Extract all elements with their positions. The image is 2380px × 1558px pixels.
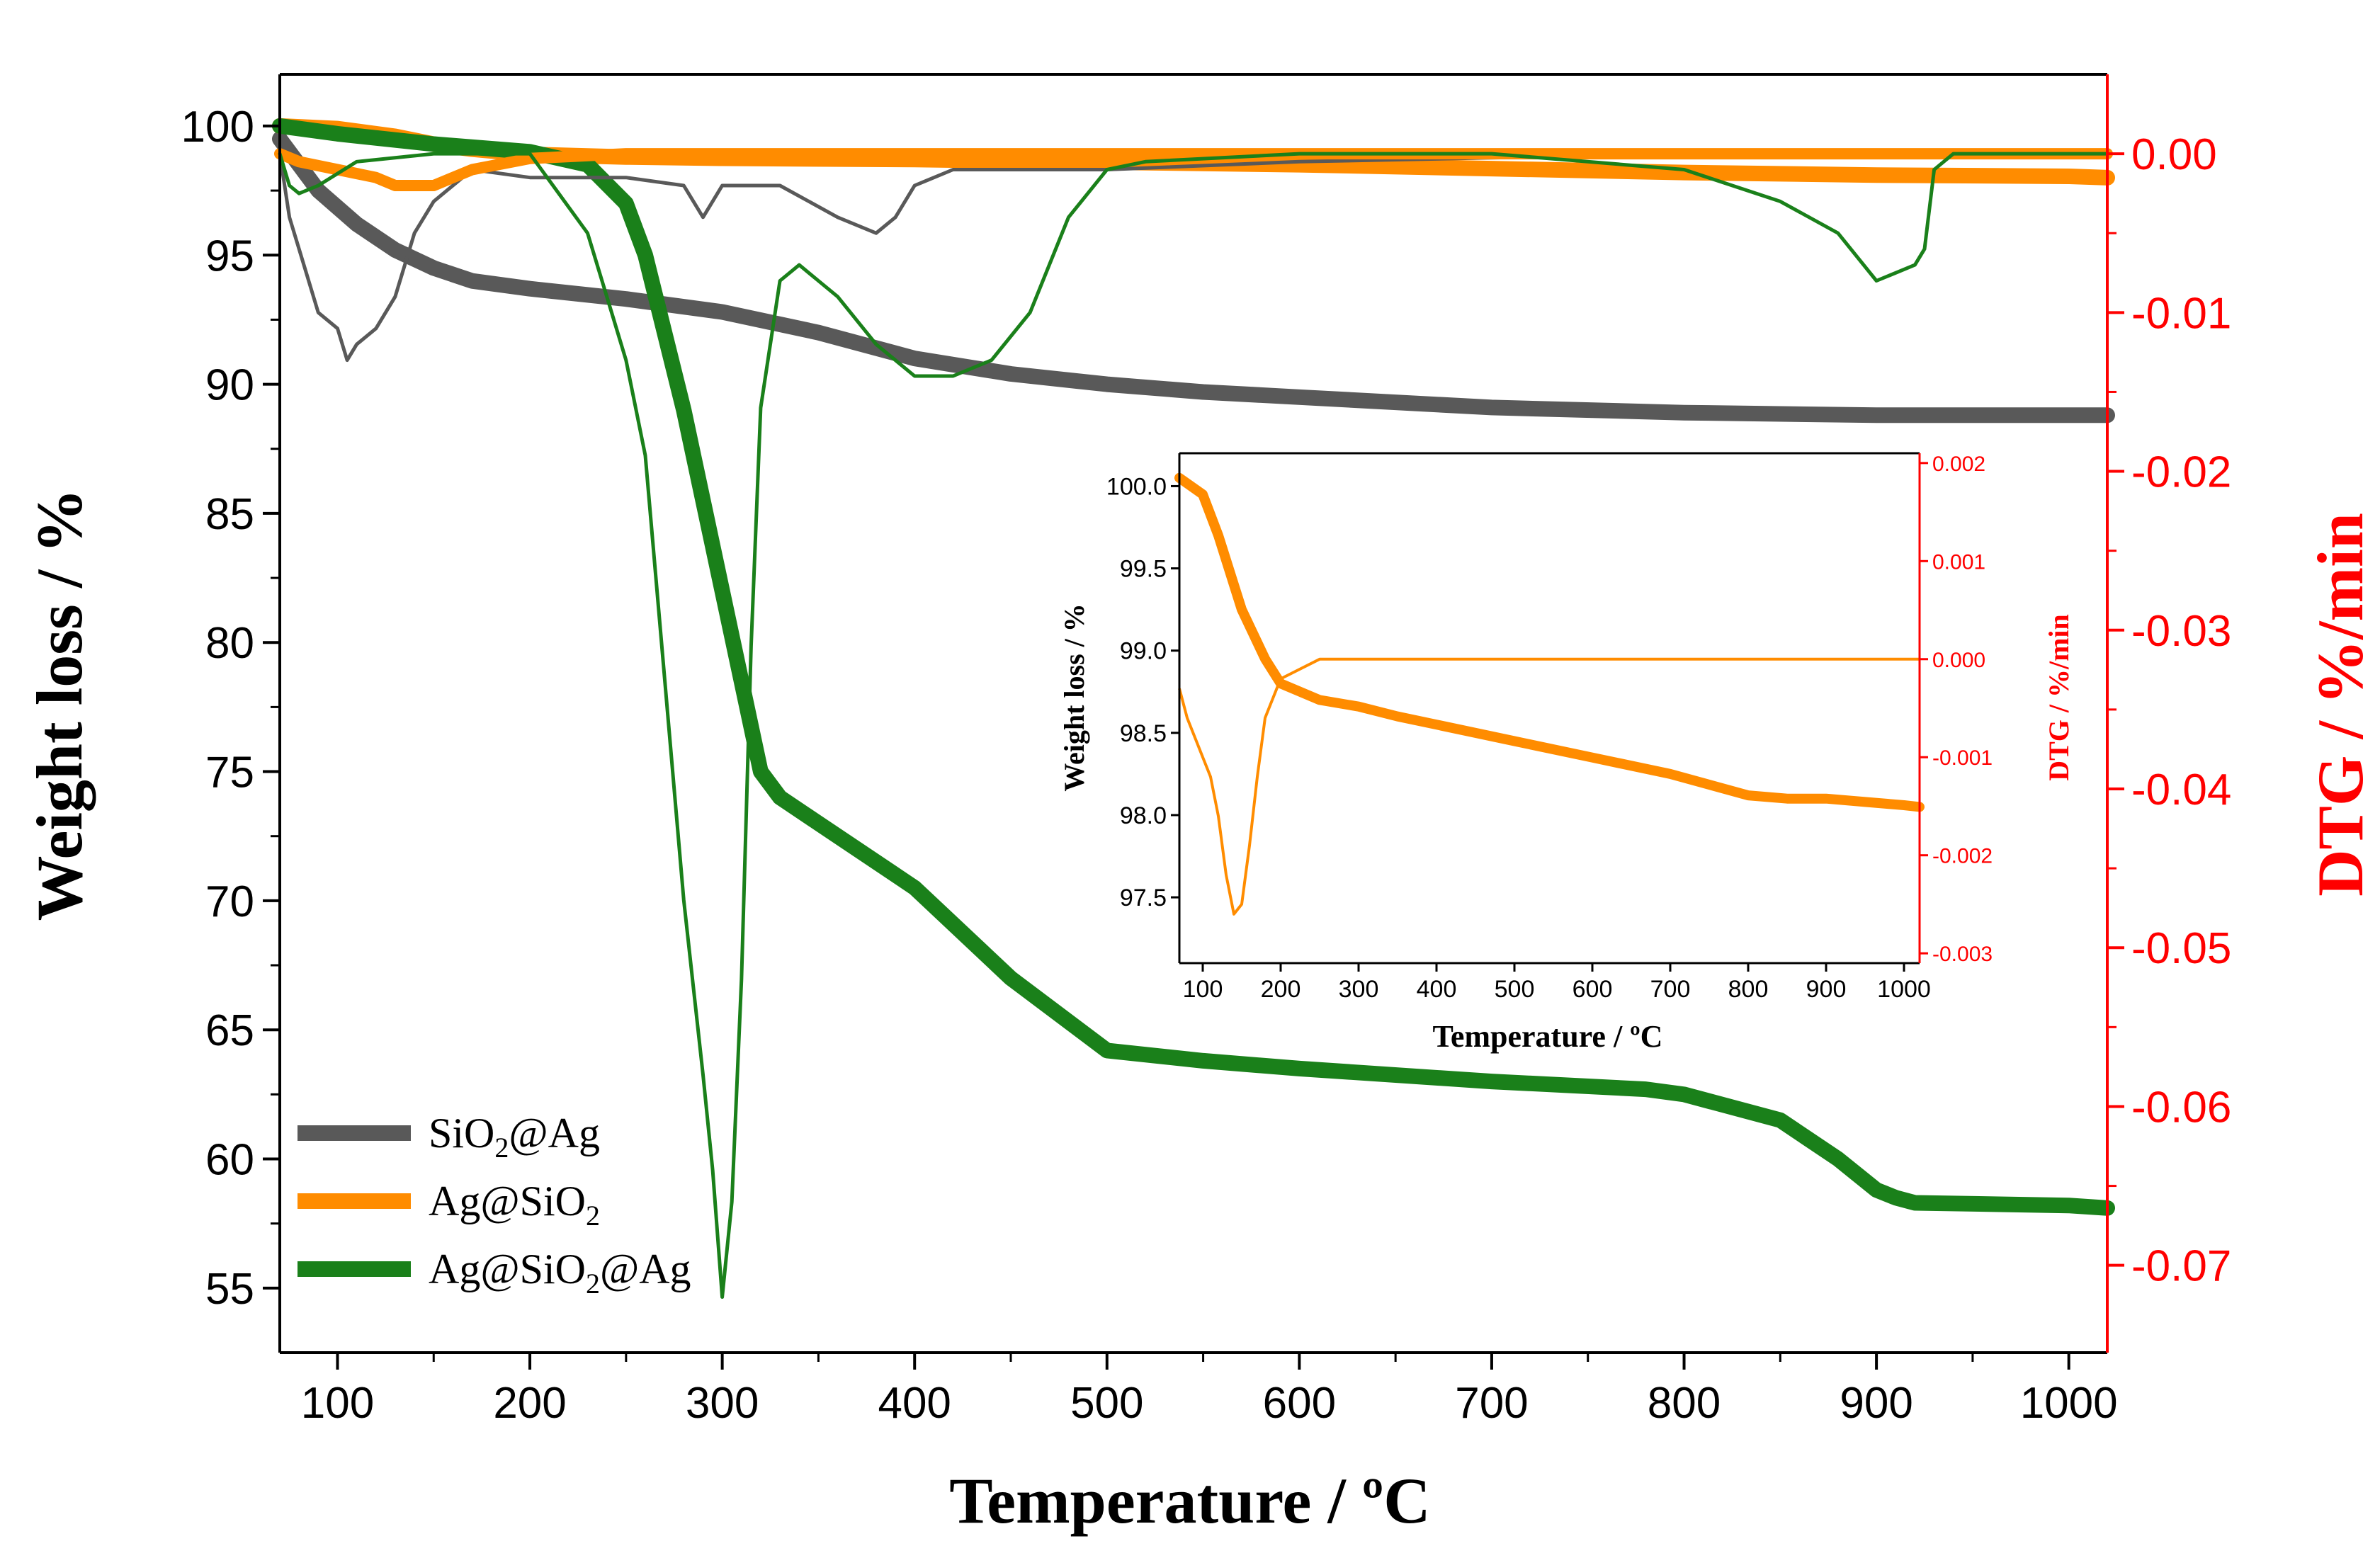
ag-sio2-ag-dtg-line: [278, 152, 2109, 1299]
y-left-tick-label: 60: [205, 1136, 254, 1185]
y-axis-left-label: Weight loss / %: [23, 489, 96, 921]
inset-y-axis-right-label: DTG / %/min: [2043, 614, 2075, 781]
inset-y-left-tick-label: 97.5: [1120, 885, 1167, 911]
x-tick-label: 100: [301, 1379, 374, 1428]
y-right-tick-label: -0.07: [2131, 1242, 2231, 1291]
inset-weight-line: [1174, 472, 1925, 812]
x-tick-label: 800: [1648, 1379, 1721, 1428]
x-tick-label: 400: [878, 1379, 951, 1428]
y-right-tick-label: -0.03: [2131, 607, 2231, 656]
y-axis-right-label: DTG / %/min: [2304, 513, 2376, 897]
x-tick-label: 300: [686, 1379, 759, 1428]
x-tick-label: 900: [1840, 1379, 1912, 1428]
inset-y-left-tick-label: 98.0: [1120, 802, 1167, 829]
inset-x-axis-label: Temperature / ºC: [1433, 1019, 1663, 1054]
inset-x-tick-label: 1000: [1877, 976, 1931, 1003]
inset-y-left-tick-label: 99.0: [1120, 638, 1167, 665]
y-left-tick-label: 80: [205, 619, 254, 668]
dtg-curves-layer: [274, 148, 2113, 1299]
x-tick-label: 500: [1070, 1379, 1143, 1428]
y-left-tick-label: 55: [205, 1265, 254, 1314]
inset-y-right-tick-label: -0.001: [1932, 746, 1993, 770]
y-left-tick-label: 95: [205, 232, 254, 280]
inset-y-left-tick-label: 99.5: [1120, 556, 1167, 583]
inset-y-right-tick-label: 0.001: [1932, 550, 1985, 574]
y-right-tick-label: -0.04: [2131, 766, 2231, 814]
y-left-tick-label: 70: [205, 877, 254, 926]
sio2-ag-weight-line: [272, 131, 2115, 423]
y-left-tick-label: 85: [205, 490, 254, 539]
y-left-tick-label: 100: [181, 103, 254, 152]
sio2-ag-dtg-line: [278, 152, 2109, 363]
legend: SiO2@Ag Ag@SiO2 Ag@SiO2@Ag: [298, 1110, 691, 1300]
inset-y-axis-left-label: Weight loss / %: [1058, 603, 1090, 792]
inset-y-right-tick-label: 0.002: [1932, 453, 1985, 476]
x-tick-label: 600: [1263, 1379, 1336, 1428]
x-tick-label: 700: [1455, 1379, 1528, 1428]
legend-label-ag-sio2: Ag@SiO2: [429, 1178, 600, 1232]
main-axes: 100 200 300 400 500 600 700 800 900 1000 55 60 65 70 7…: [181, 73, 2231, 1428]
y-right-tick-label: -0.06: [2131, 1083, 2231, 1132]
inset-y-right-tick-label: -0.002: [1932, 845, 1993, 868]
x-tick-label: 200: [493, 1379, 566, 1428]
inset-y-right-tick-label: -0.003: [1932, 943, 1993, 966]
inset-x-tick-label: 900: [1806, 976, 1847, 1003]
inset-background: [1179, 453, 1920, 963]
y-right-tick-label: 0.00: [2131, 130, 2217, 179]
inset-x-tick-label: 400: [1417, 976, 1457, 1003]
y-right-tick-label: -0.05: [2131, 924, 2231, 973]
inset-chart: 100 200 300 400 500 600 700 800 900 1000 97.5 98.0 9…: [1106, 452, 1993, 1003]
x-tick-label: 1000: [2020, 1379, 2118, 1428]
inset-x-tick-label: 300: [1339, 976, 1379, 1003]
inset-x-tick-label: 600: [1572, 976, 1613, 1003]
inset-y-left-tick-label: 100.0: [1106, 473, 1167, 500]
inset-x-tick-label: 200: [1261, 976, 1301, 1003]
legend-label-sio2-ag: SiO2@Ag: [429, 1110, 600, 1164]
y-right-tick-label: -0.01: [2131, 289, 2231, 338]
inset-y-right-tick-label: 0.000: [1932, 649, 1985, 672]
inset-x-tick-label: 100: [1183, 976, 1223, 1003]
inset-x-tick-label: 800: [1728, 976, 1769, 1003]
y-left-tick-label: 75: [205, 749, 254, 797]
inset-dtg-line: [1178, 657, 1920, 916]
y-left-tick-label: 90: [205, 361, 254, 410]
x-axis-label: Temperature / ºC: [949, 1465, 1430, 1537]
inset-y-left-tick-label: 98.5: [1120, 720, 1167, 747]
inset-x-tick-label: 500: [1495, 976, 1535, 1003]
legend-label-ag-sio2-ag: Ag@SiO2@Ag: [429, 1246, 691, 1300]
inset-x-tick-label: 700: [1650, 976, 1691, 1003]
y-right-tick-label: -0.02: [2131, 448, 2231, 497]
y-left-tick-label: 65: [205, 1006, 254, 1055]
